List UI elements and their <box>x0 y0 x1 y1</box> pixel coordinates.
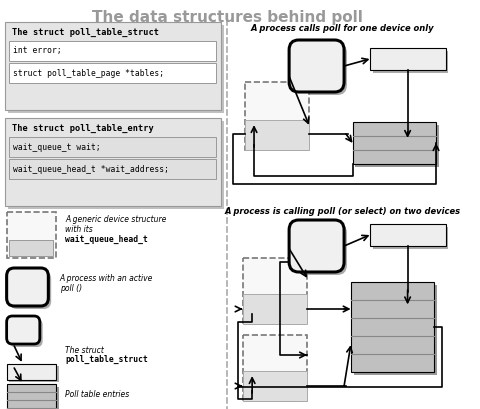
Text: A generic device structure: A generic device structure <box>65 215 167 224</box>
Bar <box>244 82 308 150</box>
Bar <box>242 294 306 324</box>
Text: struct poll_table_page *tables;: struct poll_table_page *tables; <box>13 68 164 77</box>
Text: wait_queue_t wait;: wait_queue_t wait; <box>13 142 101 151</box>
Text: The struct: The struct <box>65 346 104 355</box>
Bar <box>244 120 308 150</box>
Bar <box>10 137 216 157</box>
Bar <box>242 335 306 401</box>
Bar <box>10 41 216 61</box>
Bar <box>8 25 223 113</box>
Text: int error;: int error; <box>13 47 62 56</box>
Text: wait_queue_head_t *wait_address;: wait_queue_head_t *wait_address; <box>13 164 169 173</box>
Text: The struct poll_table_struct: The struct poll_table_struct <box>12 28 159 37</box>
FancyBboxPatch shape <box>291 43 346 95</box>
Bar <box>5 118 220 206</box>
Bar <box>7 212 56 258</box>
Text: The data structures behind poll: The data structures behind poll <box>92 10 362 25</box>
Bar <box>350 282 433 372</box>
FancyBboxPatch shape <box>7 268 48 306</box>
Bar <box>372 51 447 73</box>
Bar <box>10 387 59 409</box>
Bar <box>355 125 438 167</box>
Bar <box>10 240 53 256</box>
Bar <box>10 366 59 382</box>
Text: The struct poll_table_entry: The struct poll_table_entry <box>12 124 154 133</box>
FancyBboxPatch shape <box>288 220 343 272</box>
Bar <box>8 121 223 209</box>
Bar <box>369 48 444 70</box>
Bar <box>242 371 306 401</box>
Text: poll (): poll () <box>60 284 82 293</box>
Bar <box>10 63 216 83</box>
Bar <box>242 258 306 324</box>
Bar <box>7 384 56 409</box>
Bar <box>352 122 435 164</box>
Text: Poll table entries: Poll table entries <box>65 390 130 399</box>
Text: A process with an active: A process with an active <box>60 274 153 283</box>
FancyBboxPatch shape <box>288 40 343 92</box>
FancyBboxPatch shape <box>291 223 346 275</box>
FancyBboxPatch shape <box>10 271 51 309</box>
Bar <box>10 159 216 179</box>
Bar <box>372 227 447 249</box>
Text: poll_table_struct: poll_table_struct <box>65 355 148 364</box>
Bar <box>369 224 444 246</box>
FancyBboxPatch shape <box>10 319 43 347</box>
Text: A process is calling poll (or select) on two devices: A process is calling poll (or select) on… <box>224 207 459 216</box>
Text: A process calls poll for one device only: A process calls poll for one device only <box>250 24 433 33</box>
Text: with its: with its <box>65 225 93 234</box>
FancyBboxPatch shape <box>7 316 40 344</box>
Bar <box>5 22 220 110</box>
Bar <box>353 285 436 375</box>
Text: wait_queue_head_t: wait_queue_head_t <box>65 235 148 244</box>
Bar <box>7 364 56 380</box>
